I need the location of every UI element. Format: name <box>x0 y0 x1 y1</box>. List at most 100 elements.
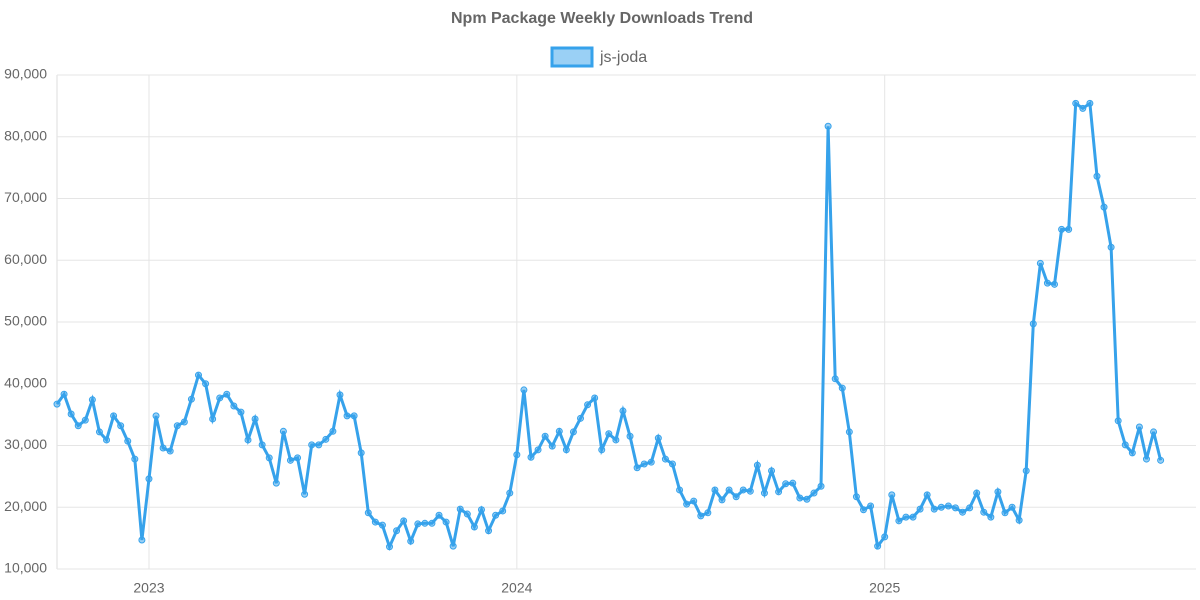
point <box>534 446 542 454</box>
point <box>88 396 96 404</box>
point <box>944 502 952 510</box>
point <box>67 410 75 418</box>
point <box>428 519 436 527</box>
point <box>124 437 132 445</box>
point <box>53 400 61 408</box>
point <box>117 422 125 430</box>
point <box>831 375 839 383</box>
y-tick-label: 80,000 <box>4 127 47 143</box>
point <box>95 428 103 436</box>
point <box>1051 280 1059 288</box>
point <box>329 427 337 435</box>
point <box>60 390 68 398</box>
point <box>187 395 195 403</box>
point <box>803 495 811 503</box>
point <box>859 506 867 514</box>
point <box>916 505 924 513</box>
point <box>768 467 776 475</box>
x-tick-label: 2024 <box>501 580 532 596</box>
point <box>845 428 853 436</box>
point <box>711 486 719 494</box>
point <box>619 407 627 415</box>
point <box>1029 320 1037 328</box>
point <box>881 533 889 541</box>
point <box>555 427 563 435</box>
point <box>966 504 974 512</box>
point <box>456 505 464 513</box>
point <box>633 464 641 472</box>
point <box>386 543 394 551</box>
point <box>145 475 153 483</box>
point <box>1128 449 1136 457</box>
point <box>1001 509 1009 517</box>
point <box>506 489 514 497</box>
point <box>697 512 705 520</box>
point <box>668 460 676 468</box>
point <box>895 517 903 525</box>
point <box>626 432 634 440</box>
point <box>166 447 174 455</box>
point <box>499 507 507 515</box>
point <box>541 432 549 440</box>
point <box>265 454 273 462</box>
point <box>909 513 917 521</box>
point <box>746 487 754 495</box>
x-tick-label: 2025 <box>869 580 900 596</box>
y-tick-label: 60,000 <box>4 251 47 267</box>
point <box>308 441 316 449</box>
point <box>796 494 804 502</box>
point <box>322 435 330 443</box>
point <box>888 491 896 499</box>
point <box>577 414 585 422</box>
point <box>513 451 521 459</box>
point <box>817 482 825 490</box>
point <box>1142 455 1150 463</box>
point <box>789 479 797 487</box>
point <box>1150 428 1158 436</box>
point <box>301 490 309 498</box>
point <box>1072 99 1080 107</box>
point <box>810 489 818 497</box>
point <box>1015 516 1023 524</box>
point <box>364 509 372 517</box>
point <box>492 511 500 519</box>
point <box>725 486 733 494</box>
point <box>393 527 401 535</box>
y-tick-label: 90,000 <box>4 66 47 82</box>
point <box>852 493 860 501</box>
point <box>640 460 648 468</box>
point <box>591 394 599 402</box>
point <box>1079 104 1087 112</box>
point <box>605 430 613 438</box>
point <box>1135 423 1143 431</box>
point <box>661 455 669 463</box>
point <box>973 489 981 497</box>
point <box>1107 243 1115 251</box>
point <box>1058 225 1066 233</box>
point <box>520 386 528 394</box>
point <box>378 521 386 529</box>
point <box>138 536 146 544</box>
point <box>294 454 302 462</box>
point <box>959 508 967 516</box>
point <box>683 500 691 508</box>
point <box>704 509 712 517</box>
point <box>371 518 379 526</box>
y-tick-label: 20,000 <box>4 498 47 514</box>
point <box>180 418 188 426</box>
point <box>400 517 408 525</box>
point <box>690 497 698 505</box>
point <box>110 412 118 420</box>
point <box>902 513 910 521</box>
chart-title: Npm Package Weekly Downloads Trend <box>451 10 753 27</box>
point <box>435 511 443 519</box>
point <box>598 446 606 454</box>
y-tick-label: 50,000 <box>4 313 47 329</box>
point <box>1157 456 1165 464</box>
point <box>350 412 358 420</box>
point <box>527 453 535 461</box>
point <box>732 493 740 501</box>
point <box>987 513 995 521</box>
point <box>654 434 662 442</box>
